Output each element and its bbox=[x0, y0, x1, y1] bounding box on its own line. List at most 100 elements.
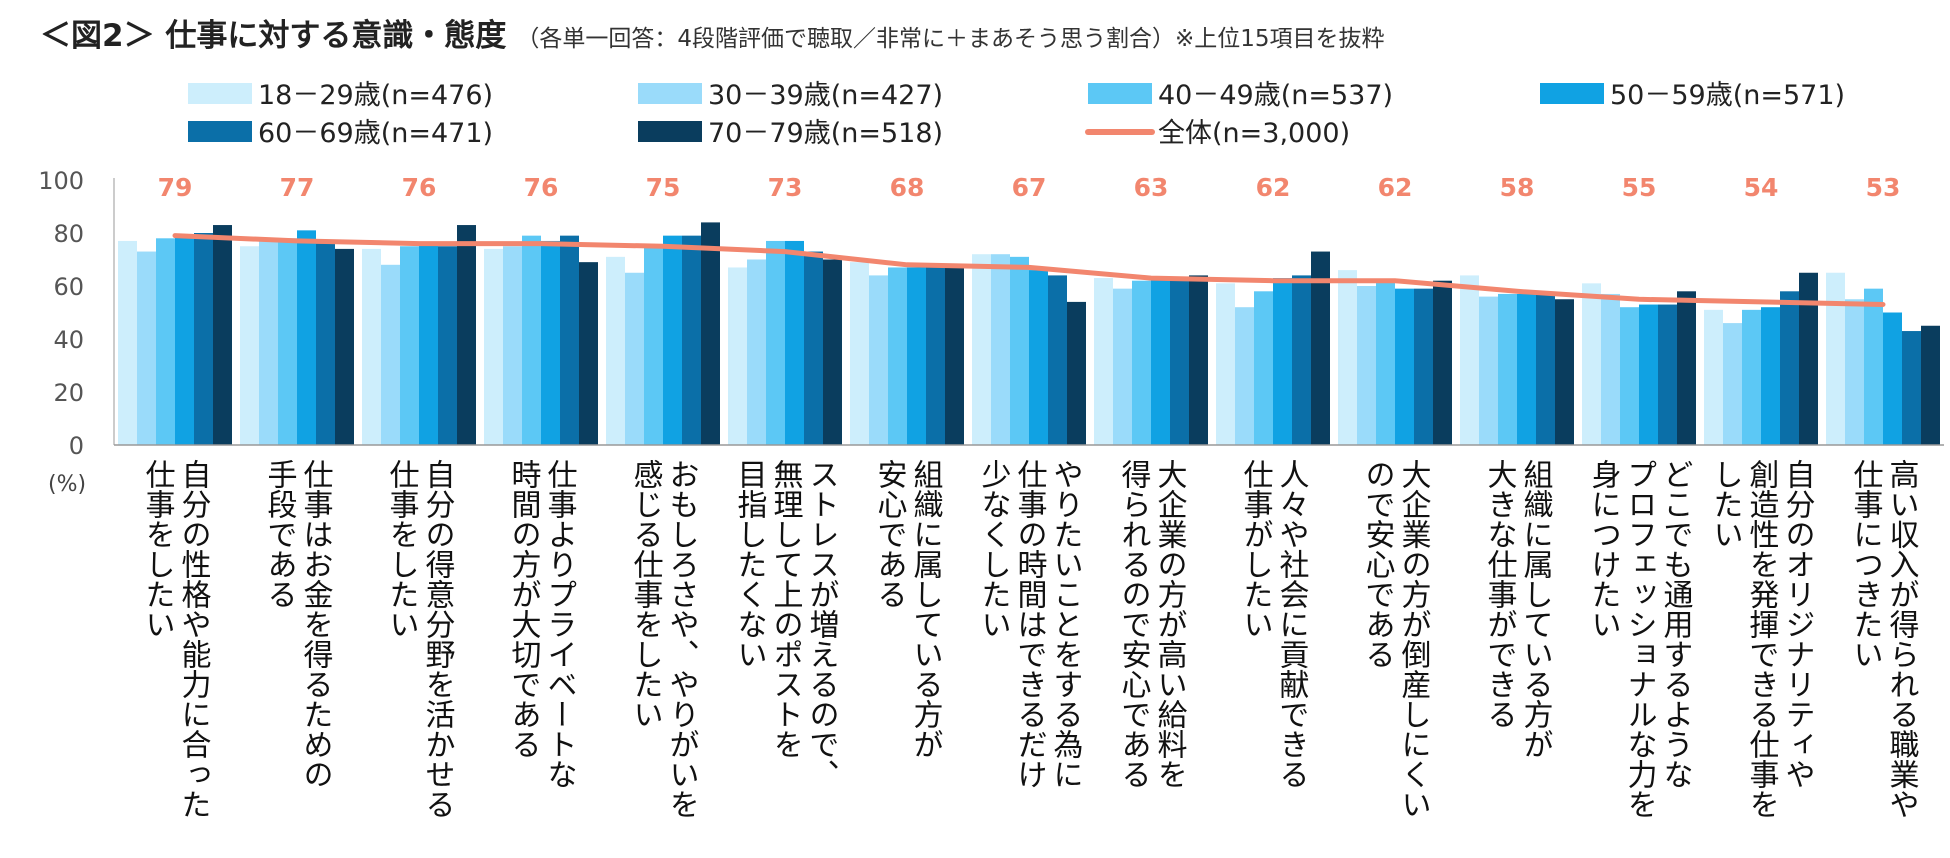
category-label: おもしろさや、やりがいを bbox=[664, 459, 699, 819]
category-label: プロフェッショナルな力を bbox=[1622, 459, 1657, 819]
legend-swatch bbox=[188, 83, 252, 104]
category-label: 仕事をしたい bbox=[384, 459, 420, 639]
bar bbox=[1498, 293, 1517, 445]
bar bbox=[1433, 280, 1452, 445]
category-label: 高い収入が得られる職業や bbox=[1884, 459, 1920, 819]
bar bbox=[1517, 293, 1536, 445]
bar bbox=[118, 240, 137, 445]
bar bbox=[579, 262, 598, 445]
bar bbox=[785, 240, 804, 445]
legend-label: 50－59歳(n=571) bbox=[1610, 80, 1845, 111]
bar bbox=[1639, 304, 1658, 445]
category-label: 組織に属している方が bbox=[908, 459, 944, 759]
category-label: 時間の方が大切である bbox=[506, 459, 542, 759]
total-data-label: 79 bbox=[158, 173, 193, 202]
legend-swatch bbox=[1540, 83, 1604, 104]
bar bbox=[503, 246, 522, 445]
total-data-label: 62 bbox=[1378, 173, 1413, 202]
bar bbox=[1555, 299, 1574, 445]
category-label: 少なくしたい bbox=[976, 459, 1012, 639]
category-label: 大企業の方が高い給料を bbox=[1152, 459, 1188, 789]
category-label: 創造性を発揮できる仕事を bbox=[1744, 459, 1780, 819]
bar bbox=[1620, 307, 1639, 445]
bar bbox=[1151, 278, 1170, 445]
legend-swatch bbox=[638, 83, 702, 104]
bar bbox=[823, 259, 842, 445]
total-data-label: 58 bbox=[1500, 173, 1535, 202]
category-label: 自分の性格や能力に合った bbox=[176, 459, 212, 819]
category-label: やりたいことをする為に bbox=[1048, 459, 1084, 789]
bar bbox=[1582, 283, 1601, 445]
bar bbox=[644, 246, 663, 445]
category-label: 手段である bbox=[262, 459, 298, 609]
category-label: 大きな仕事ができる bbox=[1482, 459, 1518, 729]
bar bbox=[1338, 270, 1357, 445]
bar bbox=[1414, 288, 1433, 445]
bar bbox=[1677, 291, 1696, 445]
bar bbox=[991, 254, 1010, 445]
bar bbox=[606, 256, 625, 445]
total-data-label: 67 bbox=[1012, 173, 1047, 202]
bar bbox=[1189, 275, 1208, 445]
category-label: 身につけたい bbox=[1586, 459, 1621, 639]
bar bbox=[1864, 288, 1883, 445]
bar bbox=[625, 272, 644, 445]
bar bbox=[701, 222, 720, 445]
total-data-label: 68 bbox=[890, 173, 925, 202]
category-label: 得られるので安心である bbox=[1116, 459, 1152, 789]
bar bbox=[1479, 296, 1498, 445]
bar bbox=[156, 238, 175, 445]
bar bbox=[1357, 286, 1376, 445]
chart-title-note: （各単一回答：4段階評価で聴取／非常に＋まあそう思う割合）※上位15項目を抜粋 bbox=[516, 26, 1385, 52]
category-label: 仕事がしたい bbox=[1238, 459, 1274, 639]
bar bbox=[766, 240, 785, 445]
bar bbox=[1029, 270, 1048, 445]
bar bbox=[297, 230, 316, 445]
unit-label: (%) bbox=[48, 472, 86, 497]
bar bbox=[560, 235, 579, 445]
bar bbox=[1742, 309, 1761, 445]
bar bbox=[137, 251, 156, 445]
legend-label: 18－29歳(n=476) bbox=[258, 80, 493, 111]
total-data-label: 53 bbox=[1866, 173, 1901, 202]
category-label: 無理して上のポストを bbox=[768, 459, 803, 759]
bar bbox=[888, 267, 907, 445]
bar bbox=[381, 264, 400, 445]
chart-title: ＜図2＞ 仕事に対する意識・態度 （各単一回答：4段階評価で聴取／非常に＋まあそう… bbox=[40, 10, 1385, 55]
category-label: 人々や社会に貢献できる bbox=[1274, 459, 1310, 789]
bar bbox=[1601, 293, 1620, 445]
legend-swatch bbox=[638, 121, 702, 142]
total-data-label: 77 bbox=[280, 173, 315, 202]
bar bbox=[1658, 304, 1677, 445]
category-label: 仕事の時間はできるだけ bbox=[1012, 459, 1048, 789]
bar bbox=[240, 246, 259, 445]
bar bbox=[1826, 272, 1845, 445]
total-data-label: 76 bbox=[524, 173, 559, 202]
legend-swatch bbox=[188, 121, 252, 142]
bar bbox=[362, 248, 381, 445]
bar bbox=[335, 248, 354, 445]
bar bbox=[522, 235, 541, 445]
category-label: 仕事につきたい bbox=[1848, 459, 1884, 669]
bar bbox=[972, 254, 991, 445]
bar bbox=[1704, 309, 1723, 445]
total-data-label: 55 bbox=[1622, 173, 1657, 202]
bar bbox=[1010, 256, 1029, 445]
legend-swatch bbox=[1088, 83, 1152, 104]
category-label: 仕事はお金を得るための bbox=[298, 459, 334, 789]
category-label: 目指したくない bbox=[732, 459, 768, 669]
bar bbox=[1048, 275, 1067, 445]
total-data-label: 63 bbox=[1134, 173, 1169, 202]
bar bbox=[438, 246, 457, 445]
bar bbox=[1921, 325, 1940, 445]
category-label: 組織に属している方が bbox=[1518, 459, 1554, 759]
bar bbox=[213, 225, 232, 445]
bar bbox=[419, 243, 438, 445]
bar bbox=[1536, 293, 1555, 445]
bar bbox=[1292, 275, 1311, 445]
bar bbox=[1395, 288, 1414, 445]
bar bbox=[663, 235, 682, 445]
category-label: 仕事をしたい bbox=[140, 459, 176, 639]
bar bbox=[1761, 307, 1780, 445]
